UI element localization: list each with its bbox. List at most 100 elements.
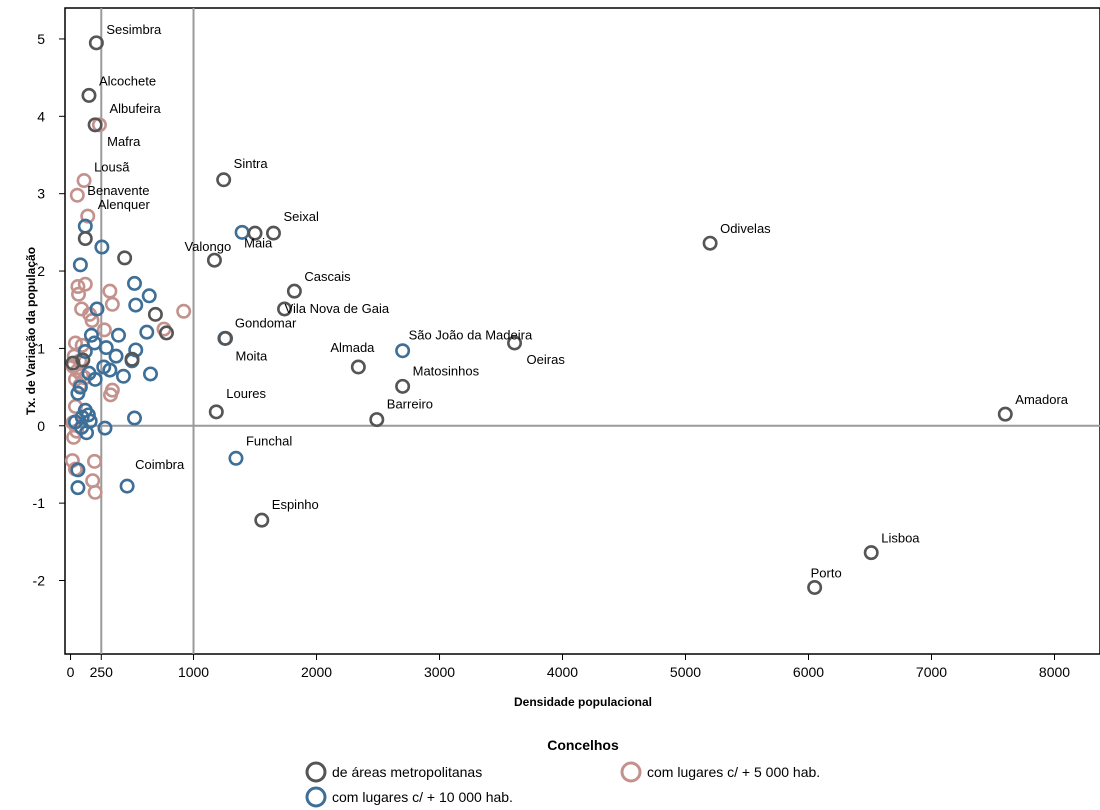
data-point xyxy=(206,252,222,268)
data-point xyxy=(158,325,174,341)
x-tick-label: 5000 xyxy=(670,664,701,680)
data-label: Albufeira xyxy=(109,101,161,116)
data-point xyxy=(117,250,133,266)
data-point xyxy=(91,117,107,133)
data-point xyxy=(254,512,270,528)
data-point xyxy=(70,480,86,496)
data-point xyxy=(507,335,523,351)
data-label: Vila Nova de Gaia xyxy=(285,301,390,316)
data-label: Odivelas xyxy=(720,221,771,236)
data-point xyxy=(87,371,103,387)
data-label: Sintra xyxy=(234,156,269,171)
data-point xyxy=(103,387,119,403)
data-point xyxy=(176,303,192,319)
legend-marker-10000 xyxy=(305,786,327,808)
data-label: Lousã xyxy=(94,160,130,175)
data-point xyxy=(70,279,86,295)
data-label: Loures xyxy=(226,386,266,401)
y-tick-label: -1 xyxy=(33,495,46,511)
data-point xyxy=(126,410,142,426)
x-tick-label: 3000 xyxy=(424,664,455,680)
data-point xyxy=(97,420,113,436)
data-point xyxy=(216,172,232,188)
legend-title: Concelhos xyxy=(547,737,619,753)
data-point xyxy=(119,478,135,494)
data-point xyxy=(96,322,112,338)
data-point xyxy=(77,231,93,247)
x-tick-label: 6000 xyxy=(793,664,824,680)
x-axis-title: Densidade populacional xyxy=(514,695,652,709)
data-label: Funchal xyxy=(246,433,292,448)
data-point xyxy=(247,225,263,241)
data-point xyxy=(72,257,88,273)
data-point xyxy=(286,283,302,299)
data-point xyxy=(228,450,244,466)
y-axis-title: Tx. de Variação da população xyxy=(24,247,38,415)
data-point xyxy=(102,362,118,378)
reference-lines xyxy=(65,8,1100,654)
data-point xyxy=(126,275,142,291)
x-axis: 0 1000 2000 3000 4000 5000 6000 7000 8000 250 xyxy=(67,654,1070,680)
legend: Concelhos de áreas metropolitanas com lu… xyxy=(305,737,820,808)
y-tick-label: 3 xyxy=(37,186,45,202)
data-point xyxy=(71,286,87,302)
data-point xyxy=(80,208,96,224)
y-tick-label: 1 xyxy=(37,340,45,356)
data-point xyxy=(124,351,140,367)
data-label: Gondomar xyxy=(235,315,297,330)
data-point xyxy=(94,239,110,255)
data-point xyxy=(70,462,86,478)
data-label: Benavente xyxy=(87,183,149,198)
data-label: Matosinhos xyxy=(413,363,480,378)
data-point xyxy=(807,579,823,595)
data-point xyxy=(111,327,127,343)
data-point xyxy=(69,187,85,203)
x-tick-label: 1000 xyxy=(178,664,209,680)
y-tick-label: 5 xyxy=(37,31,45,47)
data-label: Lisboa xyxy=(881,531,920,546)
legend-label-metropolitanas: de áreas metropolitanas xyxy=(332,764,482,780)
legend-label-10000: com lugares c/ + 10 000 hab. xyxy=(332,789,513,805)
data-point xyxy=(98,340,114,356)
data-label: Barreiro xyxy=(387,397,433,412)
data-label: Maia xyxy=(244,235,273,250)
data-point xyxy=(350,359,366,375)
y-tick-label: 2 xyxy=(37,263,45,279)
data-label: Alenquer xyxy=(98,197,151,212)
data-label: Seixal xyxy=(283,209,319,224)
legend-label-5000: com lugares c/ + 5 000 hab. xyxy=(647,764,820,780)
data-point xyxy=(128,297,144,313)
y-axis: -2 -1 0 1 2 3 4 5 xyxy=(33,31,65,589)
x-tick-label: 7000 xyxy=(916,664,947,680)
data-label: Mafra xyxy=(107,134,141,149)
data-point xyxy=(139,324,155,340)
data-point xyxy=(81,87,97,103)
plot-area xyxy=(64,7,1100,655)
y-tick-label: 4 xyxy=(37,108,45,124)
data-point xyxy=(77,276,93,292)
data-point xyxy=(87,453,103,469)
x-tick-label: 8000 xyxy=(1039,664,1070,680)
data-point xyxy=(395,343,411,359)
data-point xyxy=(115,368,131,384)
data-label: Oeiras xyxy=(527,352,566,367)
data-point xyxy=(863,545,879,561)
data-point xyxy=(104,296,120,312)
data-point xyxy=(76,173,92,189)
data-point xyxy=(108,348,124,364)
data-label: Sesimbra xyxy=(106,22,162,37)
y-tick-label: 0 xyxy=(37,418,45,434)
data-point xyxy=(87,484,103,500)
data-point xyxy=(74,419,90,435)
data-points xyxy=(64,35,1013,595)
legend-marker-5000 xyxy=(620,761,642,783)
data-point xyxy=(83,327,99,343)
data-point xyxy=(997,406,1013,422)
data-point xyxy=(75,352,91,368)
x-tick-label: 2000 xyxy=(301,664,332,680)
data-point xyxy=(66,429,82,445)
x-tick-label: 4000 xyxy=(547,664,578,680)
data-point xyxy=(702,235,718,251)
data-point xyxy=(87,117,103,133)
